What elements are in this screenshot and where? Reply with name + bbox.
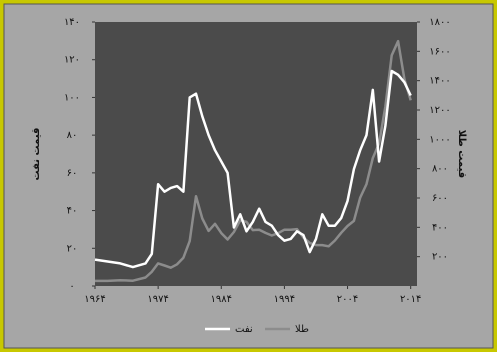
x-tick-label: ۱۹۷۴: [147, 294, 168, 305]
y2-tick-label: ۱۸۰۰: [429, 17, 450, 28]
x-tick-label: ۲۰۰۴: [337, 294, 358, 305]
x-tick-label: ۱۹۶۴: [84, 294, 105, 305]
y2-tick-label: ۱۴۰۰: [429, 76, 450, 87]
y-tick-label: ۸۰: [67, 130, 78, 141]
legend-label: نفت: [235, 324, 253, 335]
y2-tick-label: ۱۲۰۰: [429, 105, 450, 116]
series-line: [95, 39, 412, 283]
y2-tick-label: ۴۰۰: [432, 222, 448, 233]
y2-tick-label: ۶۰۰: [432, 193, 448, 204]
y2-axis-title: قیمت طلا: [456, 130, 467, 178]
legend-label: طلا: [295, 324, 309, 335]
plot-area: [95, 22, 417, 286]
x-tick-label: ۱۹۹۴: [274, 294, 295, 305]
y2-tick-label: ۱۶۰۰: [429, 46, 450, 57]
series-line: [94, 69, 412, 269]
y2-tick-label: ۸۰۰: [432, 164, 448, 175]
y2-tick-label: ۲۰۰: [432, 252, 448, 263]
y-tick-label: ۲۰: [67, 243, 78, 254]
y-tick-label: ۱۲۰: [64, 55, 80, 66]
y-tick-label: ۱۴۰: [64, 17, 80, 28]
y-tick-label: ۴۰: [67, 206, 78, 217]
x-tick-label: ۲۰۱۴: [400, 294, 421, 305]
y2-tick-label: ۱۰۰۰: [429, 134, 450, 145]
x-tick-label: ۱۹۸۴: [211, 294, 232, 305]
y-axis-title: قیمت نفت: [31, 128, 42, 181]
y-tick-label: ۰: [69, 281, 74, 292]
y-tick-label: ۶۰: [67, 168, 78, 179]
y-tick-label: ۱۰۰: [64, 92, 80, 103]
